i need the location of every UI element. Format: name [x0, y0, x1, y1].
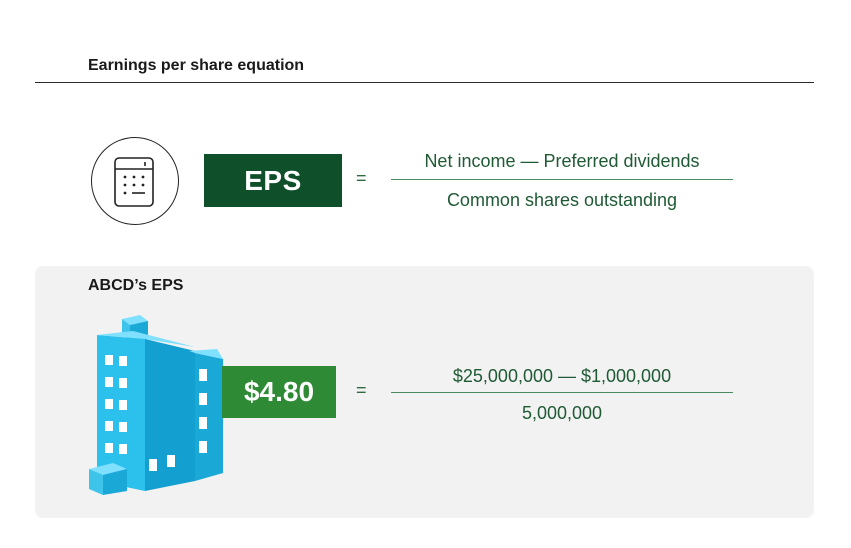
header-divider	[35, 82, 814, 83]
example-denominator: 5,000,000	[521, 403, 603, 423]
building-icon	[89, 315, 223, 495]
eps-label: EPS	[204, 154, 342, 207]
eps-value: $4.80	[222, 366, 336, 418]
calculator-icon	[91, 137, 179, 225]
formula-numerator: Net income — Preferred dividends	[424, 151, 700, 171]
formula-denominator: Common shares outstanding	[446, 190, 678, 210]
equals-sign: =	[356, 168, 367, 188]
example-numerator: $25,000,000 — $1,000,000	[452, 366, 672, 386]
example-title: ABCD’s EPS	[88, 277, 184, 294]
section-title: Earnings per share equation	[88, 57, 305, 74]
fraction-bar	[391, 179, 733, 180]
fraction-bar	[391, 392, 733, 393]
equals-sign: =	[356, 380, 367, 400]
